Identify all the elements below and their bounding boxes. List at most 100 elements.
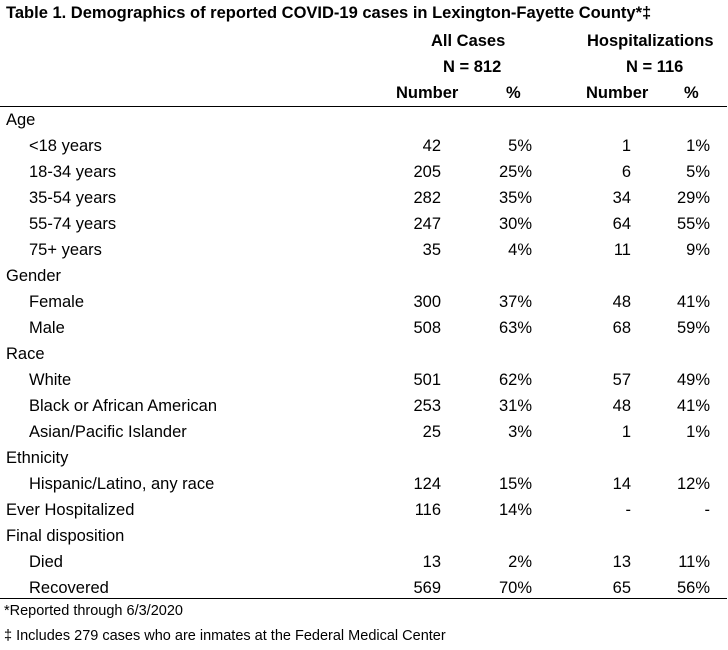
cell-hosp-number: 1 [621, 137, 631, 155]
table-row: Female 300 37% 48 41% [0, 289, 728, 315]
cell-hosp-number: 11 [613, 241, 631, 259]
header-rule [0, 106, 727, 107]
bottom-rule [0, 598, 727, 599]
cell-all-cases-percent: 14% [498, 501, 532, 519]
row-label: 35-54 years [29, 189, 117, 207]
cell-hosp-percent: 1% [686, 423, 710, 441]
cell-all-cases-number: 501 [413, 371, 441, 389]
header-hospitalizations-n: N = 116 [626, 58, 684, 76]
cell-all-cases-percent: 4% [508, 241, 532, 259]
table-row: 55-74 years 247 30% 64 55% [0, 211, 728, 237]
row-label: 55-74 years [29, 215, 117, 233]
cell-all-cases-percent: 62% [498, 371, 532, 389]
section-row: Ethnicity [0, 445, 728, 471]
section-row: Gender [0, 263, 728, 289]
cell-all-cases-number: 569 [413, 579, 441, 597]
header-hospitalizations: Hospitalizations [587, 32, 714, 50]
row-label: Asian/Pacific Islander [29, 423, 187, 441]
header-percent-hosp: % [684, 84, 699, 102]
header-number: Number [396, 84, 459, 102]
cell-hosp-percent: 1% [686, 137, 710, 155]
row-label: Final disposition [6, 527, 125, 545]
row-label: <18 years [29, 137, 102, 155]
table-title: Table 1. Demographics of reported COVID-… [6, 4, 652, 22]
cell-all-cases-number: 35 [422, 241, 441, 259]
cell-all-cases-number: 300 [413, 293, 441, 311]
cell-hosp-number: 48 [612, 397, 631, 415]
cell-all-cases-number: 25 [422, 423, 441, 441]
footnote-inmates: ‡ Includes 279 cases who are inmates at … [4, 628, 446, 644]
row-label: Ever Hospitalized [6, 501, 135, 519]
table-row: 35-54 years 282 35% 34 29% [0, 185, 728, 211]
section-row: Race [0, 341, 728, 367]
cell-all-cases-percent: 3% [508, 423, 532, 441]
table-row: White 501 62% 57 49% [0, 367, 728, 393]
cell-all-cases-number: 247 [413, 215, 441, 233]
cell-hosp-percent: 49% [676, 371, 710, 389]
section-row: Final disposition [0, 523, 728, 549]
table-row: Hispanic/Latino, any race 124 15% 14 12% [0, 471, 728, 497]
cell-all-cases-percent: 15% [498, 475, 532, 493]
cell-hosp-percent: 29% [676, 189, 710, 207]
cell-all-cases-percent: 70% [498, 579, 532, 597]
cell-hosp-number: 48 [612, 293, 631, 311]
row-label: Race [6, 345, 45, 363]
table-row: Black or African American 253 31% 48 41% [0, 393, 728, 419]
section-row: Age [0, 107, 728, 133]
cell-all-cases-number: 124 [413, 475, 441, 493]
cell-hosp-percent: 59% [676, 319, 710, 337]
table-row: 18-34 years 205 25% 6 5% [0, 159, 728, 185]
header-all-cases-n: N = 812 [443, 58, 502, 76]
cell-hosp-percent: 12% [676, 475, 710, 493]
cell-hosp-percent: - [704, 501, 711, 519]
cell-all-cases-percent: 25% [498, 163, 532, 181]
section-row: Ever Hospitalized 116 14% - - [0, 497, 728, 523]
header-all-cases: All Cases [431, 32, 506, 50]
cell-hosp-number: 64 [612, 215, 631, 233]
row-label: 75+ years [29, 241, 102, 259]
cell-all-cases-number: 282 [413, 189, 441, 207]
table-row: Asian/Pacific Islander 25 3% 1 1% [0, 419, 728, 445]
cell-all-cases-number: 205 [413, 163, 441, 181]
row-label: Age [6, 111, 36, 129]
table-row: Male 508 63% 68 59% [0, 315, 728, 341]
row-label: Died [29, 553, 63, 571]
row-label: Recovered [29, 579, 109, 597]
cell-hosp-number: 14 [612, 475, 631, 493]
cell-hosp-percent: 41% [676, 397, 710, 415]
table-row: Recovered 569 70% 65 56% [0, 575, 728, 601]
table-row: <18 years 42 5% 1 1% [0, 133, 728, 159]
row-label: 18-34 years [29, 163, 117, 181]
cell-all-cases-percent: 37% [498, 293, 532, 311]
row-label: Ethnicity [6, 449, 69, 467]
cell-hosp-number: 13 [612, 553, 631, 571]
header-percent: % [506, 84, 521, 102]
row-label: Black or African American [29, 397, 217, 415]
row-label: Female [29, 293, 85, 311]
cell-hosp-percent: 55% [676, 215, 710, 233]
cell-hosp-percent: 5% [686, 163, 710, 181]
cell-all-cases-number: 508 [413, 319, 441, 337]
cell-all-cases-percent: 30% [498, 215, 532, 233]
cell-all-cases-number: 42 [422, 137, 441, 155]
cell-hosp-number: 1 [621, 423, 631, 441]
row-label: White [29, 371, 72, 389]
cell-all-cases-number: 13 [422, 553, 441, 571]
cell-hosp-number: 6 [621, 163, 631, 181]
row-label: Gender [6, 267, 62, 285]
cell-hosp-percent: 56% [676, 579, 710, 597]
cell-hosp-number: 68 [612, 319, 631, 337]
cell-hosp-percent: 9% [686, 241, 710, 259]
row-label: Hispanic/Latino, any race [29, 475, 215, 493]
header-number-hosp: Number [586, 84, 649, 102]
cell-all-cases-percent: 31% [498, 397, 532, 415]
cell-all-cases-percent: 35% [498, 189, 532, 207]
cell-hosp-number: 65 [612, 579, 631, 597]
cell-all-cases-percent: 5% [508, 137, 532, 155]
footnote-reported-through: *Reported through 6/3/2020 [4, 603, 183, 619]
cell-hosp-number: 57 [612, 371, 631, 389]
row-label: Male [29, 319, 65, 337]
table-row: Died 13 2% 13 11% [0, 549, 728, 575]
cell-all-cases-percent: 63% [498, 319, 532, 337]
cell-hosp-percent: 41% [676, 293, 710, 311]
